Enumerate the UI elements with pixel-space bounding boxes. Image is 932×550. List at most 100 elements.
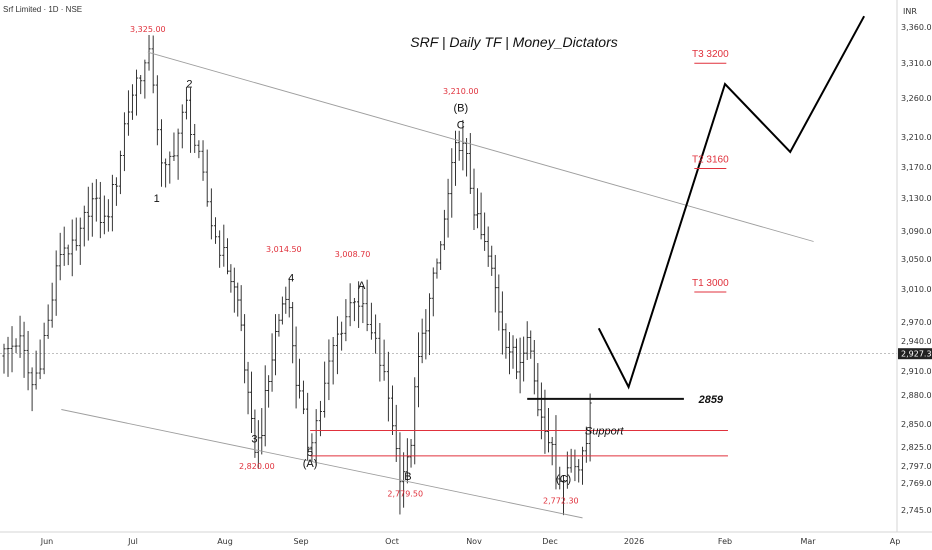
x-tick-label: Oct bbox=[385, 537, 399, 546]
ohlc-bar bbox=[164, 158, 168, 188]
x-tick-label: Dec bbox=[542, 537, 557, 546]
ohlc-bar bbox=[14, 338, 18, 354]
ohlc-bar bbox=[46, 304, 50, 339]
ohlc-bar bbox=[205, 149, 209, 207]
ohlc-bar bbox=[193, 123, 197, 153]
y-tick-label: 2,797.00 bbox=[901, 462, 932, 471]
ohlc-bar bbox=[504, 323, 508, 359]
ohlc-bar bbox=[382, 339, 386, 381]
x-tick-label: Aug bbox=[217, 537, 233, 546]
ohlc-bar bbox=[446, 178, 450, 238]
ohlc-bar bbox=[151, 35, 155, 94]
ohlc-bar bbox=[260, 408, 264, 455]
wave-label: (C) bbox=[556, 473, 571, 485]
price-axis: INR 2,745.00 2,769.00 2,797.00 2,825.00 2,85… bbox=[896, 0, 932, 532]
ohlc-bar bbox=[402, 452, 406, 508]
y-tick-label: 2,850.00 bbox=[901, 420, 932, 429]
x-tick-label: Feb bbox=[718, 537, 732, 546]
x-tick-label: 2026 bbox=[624, 537, 644, 546]
ohlc-bar bbox=[416, 332, 421, 408]
ohlc-bar bbox=[386, 351, 390, 422]
ohlc-bar bbox=[2, 343, 6, 374]
ohlc-bar bbox=[450, 148, 454, 218]
y-tick-label: 3,210.00 bbox=[901, 133, 932, 142]
wave-label: 3 bbox=[251, 433, 257, 445]
ohlc-bar bbox=[327, 339, 331, 401]
ohlc-bar bbox=[134, 69, 139, 116]
ohlc-bar bbox=[232, 267, 236, 313]
ohlc-bar bbox=[270, 333, 274, 392]
ohlc-bar bbox=[439, 241, 443, 270]
y-tick-label: 2,910.00 bbox=[901, 367, 932, 376]
ohlc-bars bbox=[2, 34, 592, 516]
ohlc-bar bbox=[442, 209, 446, 250]
x-tick-label: Jul bbox=[127, 537, 138, 546]
ohlc-bar bbox=[369, 302, 373, 340]
ohlc-bar bbox=[172, 132, 176, 162]
ohlc-bar bbox=[280, 296, 284, 325]
x-tick-label: Jun bbox=[40, 537, 54, 546]
y-tick-label: 2,970.00 bbox=[901, 318, 932, 327]
ohlc-bar bbox=[239, 285, 243, 332]
ohlc-bar bbox=[464, 137, 469, 177]
ohlc-bar bbox=[361, 286, 365, 324]
price-label: 2,772.30 bbox=[543, 496, 579, 505]
level-2859-label: 2859 bbox=[698, 394, 724, 406]
ohlc-bar bbox=[225, 238, 230, 275]
ohlc-bar bbox=[340, 321, 344, 351]
ohlc-bar bbox=[394, 404, 398, 462]
ohlc-bar bbox=[188, 87, 193, 153]
ohlc-bar bbox=[472, 168, 476, 230]
ohlc-bar bbox=[201, 140, 205, 181]
ohlc-bar bbox=[122, 112, 126, 172]
ohlc-bar bbox=[106, 199, 110, 232]
y-tick-label: 3,360.00 bbox=[901, 23, 932, 32]
chart-title: SRF | Daily TF | Money_Dictators bbox=[410, 34, 617, 50]
ohlc-bar bbox=[38, 339, 42, 380]
ohlc-bar bbox=[497, 274, 501, 331]
ohlc-bar bbox=[54, 250, 58, 316]
ohlc-bar bbox=[130, 84, 135, 120]
symbol-label: Srf Limited · 1D · NSE bbox=[3, 5, 82, 14]
ohlc-bar bbox=[314, 409, 318, 466]
y-tick-label: 2,825.00 bbox=[901, 443, 932, 452]
ohlc-bar bbox=[168, 151, 172, 184]
ohlc-bar bbox=[486, 226, 490, 267]
x-tick-label: Sep bbox=[293, 537, 308, 546]
ohlc-bar bbox=[536, 363, 540, 417]
ohlc-bar bbox=[420, 318, 424, 364]
ohlc-bar bbox=[263, 365, 267, 447]
ohlc-bar bbox=[301, 380, 306, 415]
target-label: T1 3000 bbox=[692, 278, 729, 289]
y-tick-label: 3,130.00 bbox=[901, 194, 932, 203]
ohlc-bar bbox=[180, 104, 184, 149]
ohlc-bar bbox=[577, 459, 581, 483]
ohlc-bar bbox=[294, 326, 298, 409]
ohlc-bar bbox=[229, 264, 233, 293]
price-label: 2,820.00 bbox=[239, 462, 275, 471]
ohlc-bar bbox=[580, 446, 585, 485]
ohlc-bar bbox=[357, 281, 361, 328]
ohlc-bar bbox=[246, 361, 250, 415]
ohlc-bar bbox=[584, 426, 588, 463]
ohlc-bar bbox=[565, 451, 569, 489]
ohlc-bar bbox=[94, 179, 98, 222]
x-tick-label: Nov bbox=[466, 537, 482, 546]
ohlc-bar bbox=[70, 219, 74, 277]
ohlc-bar bbox=[457, 130, 461, 161]
price-label: 3,014.50 bbox=[266, 245, 302, 254]
ohlc-bar bbox=[50, 282, 54, 328]
ohlc-bar bbox=[344, 299, 348, 342]
ohlc-bar bbox=[197, 140, 201, 159]
ohlc-bar bbox=[490, 245, 494, 276]
x-tick-label: Mar bbox=[800, 537, 816, 546]
ohlc-bar bbox=[573, 449, 577, 482]
current-price-label: 2,927.30 bbox=[901, 350, 932, 359]
y-tick-label: 3,260.00 bbox=[901, 94, 932, 103]
ohlc-bar bbox=[323, 361, 327, 418]
ohlc-bar bbox=[424, 309, 428, 360]
ohlc-bar bbox=[256, 420, 260, 469]
ohlc-bar bbox=[378, 322, 382, 382]
wave-label: C bbox=[457, 119, 465, 131]
